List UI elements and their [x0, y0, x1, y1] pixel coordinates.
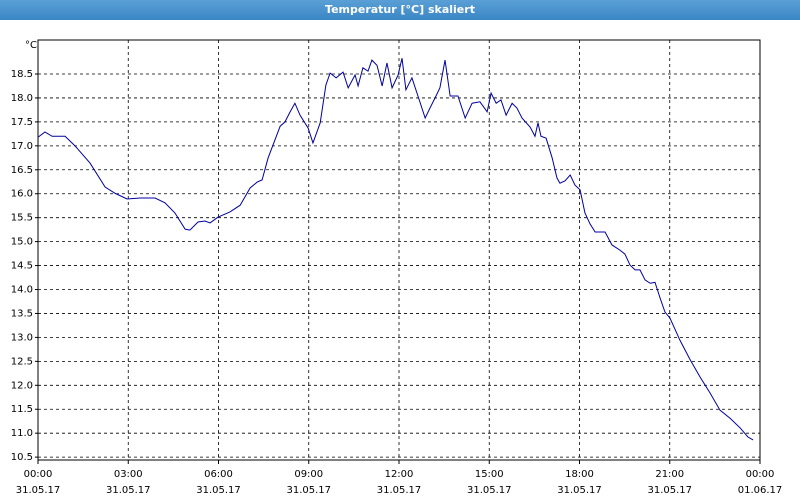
y-tick-label: 10.5	[11, 452, 33, 463]
y-tick-label: 15.5	[11, 213, 33, 224]
y-tick-label: 17.5	[11, 117, 33, 128]
x-tick-label: 00:00	[24, 469, 53, 480]
x-tick-date: 31.05.17	[557, 485, 602, 496]
y-tick-label: 12.0	[11, 380, 33, 391]
temperature-line	[37, 58, 754, 441]
x-tick-label: 18:00	[565, 469, 594, 480]
x-tick-date: 31.05.17	[377, 485, 422, 496]
chart-title: Temperatur [°C] skaliert	[0, 0, 800, 20]
y-tick-label: 14.0	[11, 285, 33, 296]
chart: °C 10.5 11.0 11.5 12.0 12.5 13.0 13.5 14.0 14.5 1…	[11, 39, 783, 496]
x-tick-date: 01.06.17	[738, 485, 783, 496]
plot-frame	[37, 39, 761, 461]
y-axis-label: °C	[25, 40, 37, 51]
y-tick-label: 13.5	[11, 308, 33, 319]
y-tick-label: 16.0	[11, 189, 33, 200]
x-tick-date: 31.05.17	[467, 485, 512, 496]
y-tick-label: 11.0	[11, 428, 33, 439]
x-tick-label: 03:00	[114, 469, 143, 480]
x-tick-date: 31.05.17	[286, 485, 331, 496]
y-tick-label: 15.0	[11, 237, 33, 248]
x-tick-label: 00:00	[746, 469, 775, 480]
y-tick-label: 16.5	[11, 165, 33, 176]
x-tick-date: 31.05.17	[196, 485, 241, 496]
x-tick-label: 21:00	[655, 469, 684, 480]
y-tick-label: 14.5	[11, 261, 33, 272]
x-tick-date: 31.05.17	[16, 485, 61, 496]
x-tick-date: 31.05.17	[106, 485, 151, 496]
x-tick-label: 15:00	[475, 469, 504, 480]
x-tick-label: 09:00	[294, 469, 323, 480]
y-tick-label: 17.0	[11, 141, 33, 152]
y-tick-label: 11.5	[11, 404, 33, 415]
y-tick-label: 12.5	[11, 356, 33, 367]
x-tick-date: 31.05.17	[647, 485, 692, 496]
x-tick-label: 12:00	[385, 469, 414, 480]
y-tick-label: 18.0	[11, 93, 33, 104]
y-tick-label: 18.5	[11, 69, 33, 80]
y-tick-label: 13.0	[11, 332, 33, 343]
x-tick-label: 06:00	[204, 469, 233, 480]
